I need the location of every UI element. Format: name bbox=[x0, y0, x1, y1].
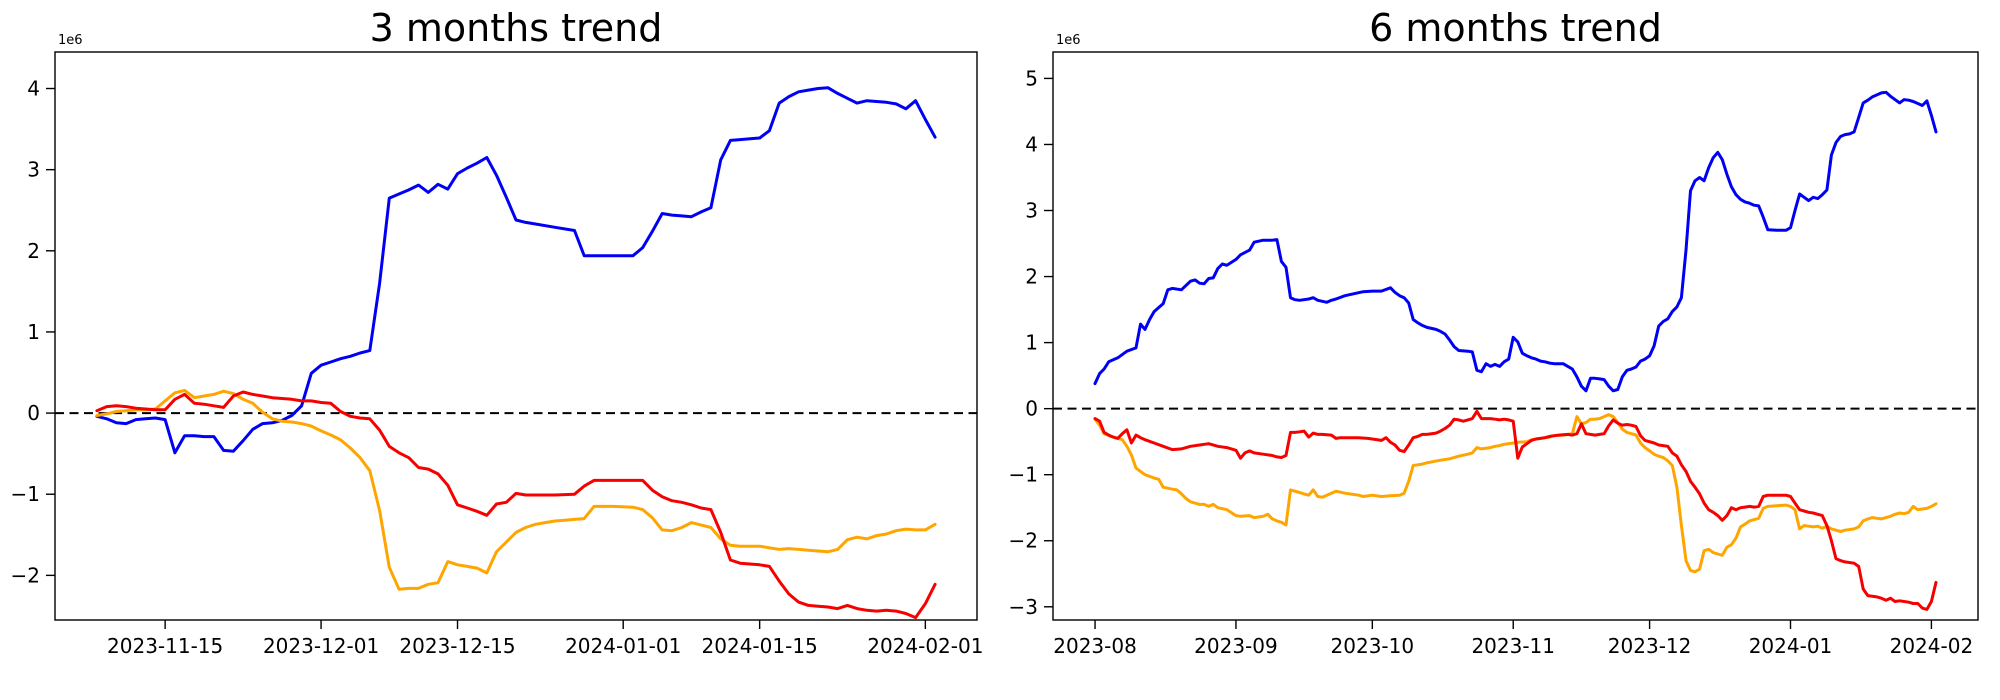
y-tick-label: 2 bbox=[27, 239, 40, 263]
x-tick-label: 2023-09 bbox=[1194, 634, 1278, 658]
y-tick-label: −1 bbox=[1009, 463, 1038, 487]
x-tick-label: 2023-10 bbox=[1331, 634, 1415, 658]
y-tick-label: −1 bbox=[11, 482, 40, 506]
series-line-red bbox=[1093, 409, 1938, 611]
y-axis-offset-label-left: 1e6 bbox=[58, 33, 83, 48]
x-tick-label: 2023-11-15 bbox=[107, 634, 223, 658]
x-tick-label: 2024-02-01 bbox=[867, 634, 983, 658]
y-tick-label: 1 bbox=[27, 320, 40, 344]
x-tick-label: 2023-08 bbox=[1053, 634, 1137, 658]
series-line-red bbox=[95, 390, 937, 620]
y-tick-label: −2 bbox=[11, 563, 40, 587]
y-tick-label: 4 bbox=[1025, 132, 1038, 156]
x-tick-label: 2024-01-01 bbox=[565, 634, 681, 658]
chart-title-6-months: 6 months trend bbox=[1369, 6, 1662, 50]
x-tick-label: 2023-12-15 bbox=[399, 634, 515, 658]
x-tick-label: 2024-02 bbox=[1890, 634, 1974, 658]
y-tick-label: 2 bbox=[1025, 265, 1038, 289]
x-tick-label: 2024-01-15 bbox=[702, 634, 818, 658]
x-tick-label: 2024-01 bbox=[1749, 634, 1833, 658]
y-tick-label: 0 bbox=[27, 401, 40, 425]
axes-frame bbox=[54, 51, 978, 621]
x-tick-label: 2023-12-01 bbox=[263, 634, 379, 658]
y-tick-label: −2 bbox=[1009, 529, 1038, 553]
x-tick-label: 2023-12 bbox=[1608, 634, 1692, 658]
x-tick-label: 2023-11 bbox=[1471, 634, 1555, 658]
y-tick-label: −3 bbox=[1009, 595, 1038, 619]
y-tick-label: 1 bbox=[1025, 331, 1038, 355]
y-tick-label: 4 bbox=[27, 77, 40, 101]
y-tick-label: 0 bbox=[1025, 397, 1038, 421]
y-axis-offset-label-right: 1e6 bbox=[1056, 33, 1081, 48]
y-tick-label: 3 bbox=[27, 158, 40, 182]
y-tick-label: 3 bbox=[1025, 199, 1038, 223]
series-line-blue bbox=[95, 86, 937, 455]
y-tick-label: 5 bbox=[1025, 66, 1038, 90]
chart-title-3-months: 3 months trend bbox=[369, 6, 663, 50]
axes-frame bbox=[1052, 51, 1979, 621]
series-line-orange bbox=[95, 388, 937, 591]
series-line-blue bbox=[1093, 90, 1938, 393]
